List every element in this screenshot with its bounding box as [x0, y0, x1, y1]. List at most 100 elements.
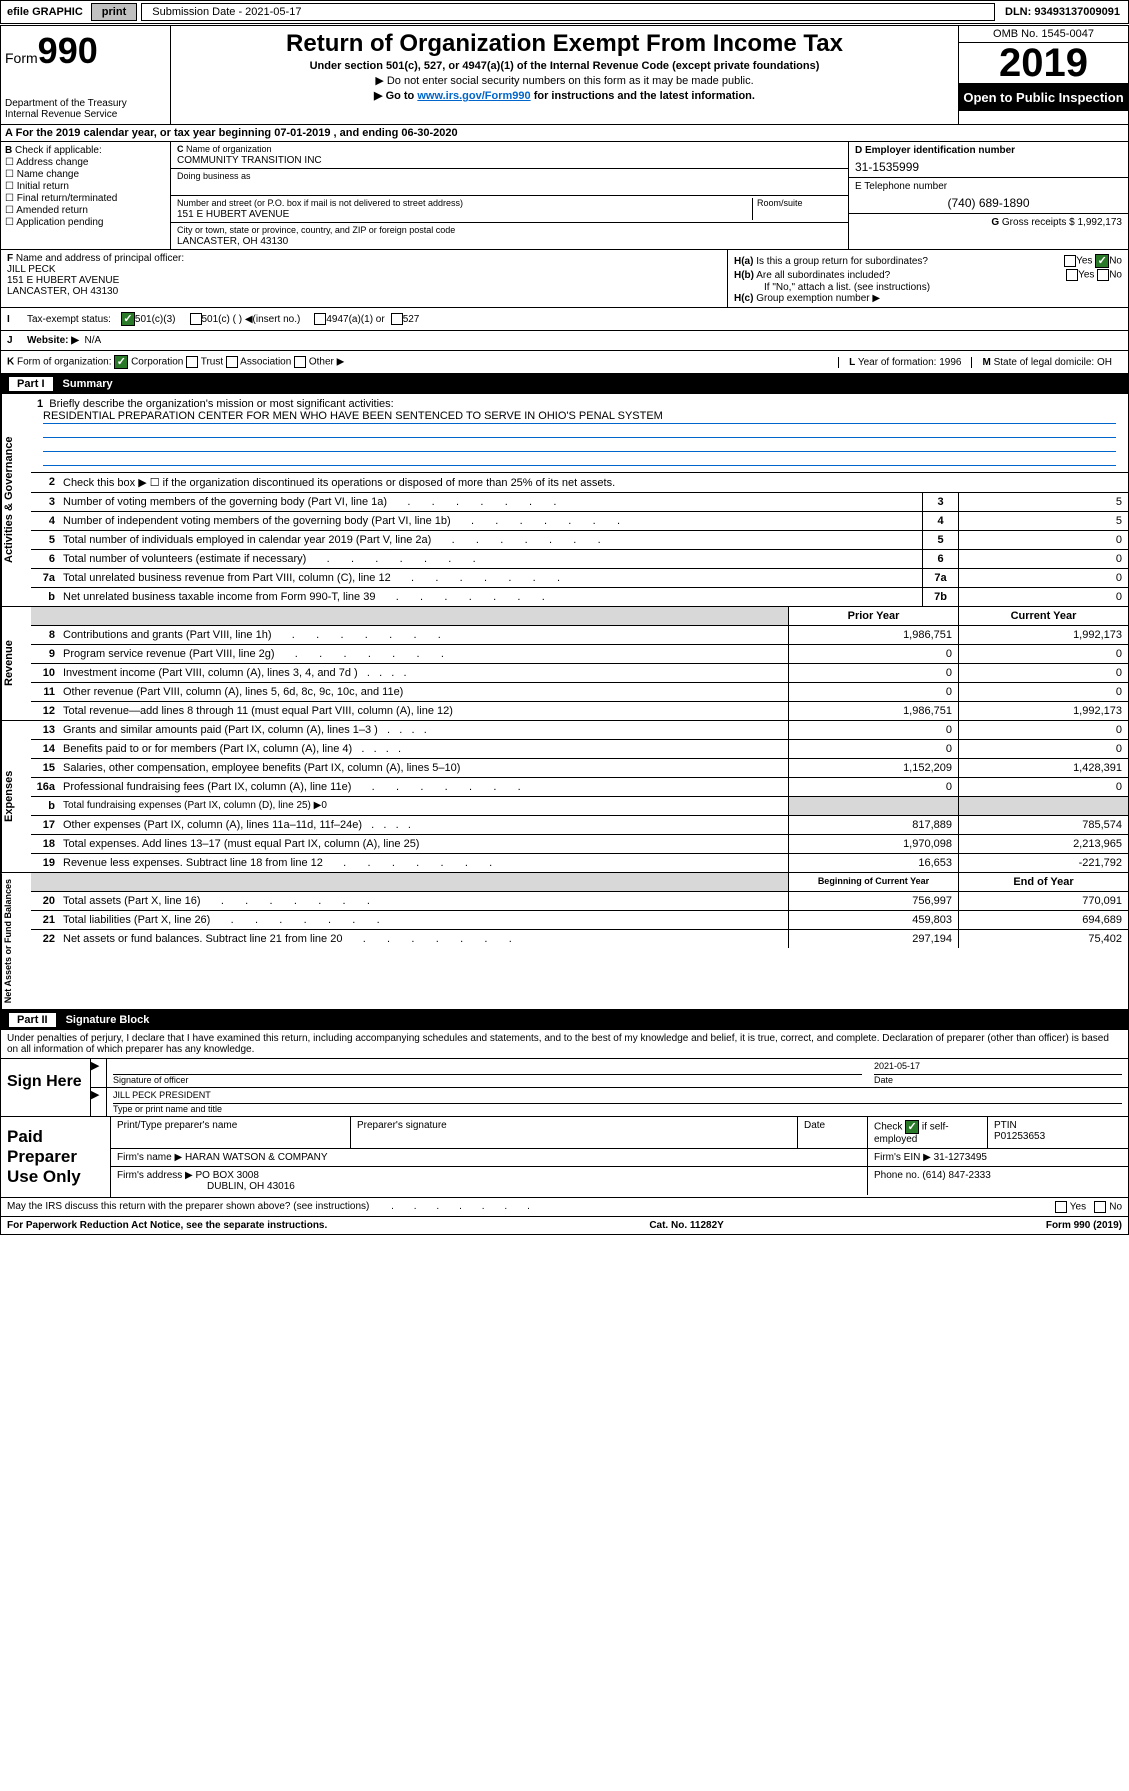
chk-assoc[interactable]: [226, 356, 238, 368]
officer-name: JILL PECK: [7, 264, 56, 275]
firm-ein: 31-1273495: [934, 1152, 987, 1163]
form-header: Form990 Department of the Treasury Inter…: [1, 26, 1128, 125]
chk-501c[interactable]: [190, 313, 202, 325]
website-value: N/A: [85, 335, 102, 346]
subtitle-1: Under section 501(c), 527, or 4947(a)(1)…: [177, 60, 952, 72]
ptin-value: P01253653: [994, 1131, 1045, 1142]
chk-other[interactable]: [294, 356, 306, 368]
line-21: 21Total liabilities (Part X, line 26)459…: [31, 910, 1128, 929]
ein-value: 31-1535999: [855, 160, 1122, 174]
line-22: 22Net assets or fund balances. Subtract …: [31, 929, 1128, 948]
vtab-expenses: Expenses: [1, 721, 31, 872]
chk-501c3[interactable]: ✓: [121, 312, 135, 326]
phone-value: (740) 689-1890: [855, 196, 1122, 210]
year-formation: 1996: [939, 357, 961, 368]
ha-yes[interactable]: [1064, 255, 1076, 267]
submission-date: Submission Date - 2021-05-17: [141, 3, 995, 21]
firm-addr1: PO BOX 3008: [196, 1170, 259, 1181]
vtab-revenue: Revenue: [1, 607, 31, 720]
line-16b: bTotal fundraising expenses (Part IX, co…: [31, 796, 1128, 815]
page-footer: For Paperwork Reduction Act Notice, see …: [1, 1217, 1128, 1234]
open-public-badge: Open to Public Inspection: [959, 84, 1128, 111]
print-button[interactable]: print: [91, 3, 137, 21]
line-11: 11Other revenue (Part VIII, column (A), …: [31, 682, 1128, 701]
line-20: 20Total assets (Part X, line 16)756,9977…: [31, 891, 1128, 910]
dln-label: DLN: 93493137009091: [997, 4, 1128, 20]
line-17: 17Other expenses (Part IX, column (A), l…: [31, 815, 1128, 834]
irs-link[interactable]: www.irs.gov/Form990: [417, 90, 530, 102]
chk-amended[interactable]: ☐ Amended return: [5, 205, 166, 216]
form-title: Return of Organization Exempt From Incom…: [177, 30, 952, 58]
paid-preparer-label: Paid Preparer Use Only: [1, 1117, 111, 1197]
penalties-statement: Under penalties of perjury, I declare th…: [1, 1030, 1128, 1059]
chk-trust[interactable]: [186, 356, 198, 368]
vtab-governance: Activities & Governance: [1, 394, 31, 606]
line-6: 6Total number of volunteers (estimate if…: [31, 549, 1128, 568]
mayirs-no[interactable]: [1094, 1201, 1106, 1213]
chk-app-pending[interactable]: ☐ Application pending: [5, 217, 166, 228]
chk-4947[interactable]: [314, 313, 326, 325]
org-address: 151 E HUBERT AVENUE: [177, 209, 289, 220]
sign-date: 2021-05-17: [874, 1061, 1122, 1075]
row-k: K Form of organization: ✓ Corporation Tr…: [1, 351, 1128, 374]
ha-no[interactable]: ✓: [1095, 254, 1109, 268]
chk-name-change[interactable]: ☐ Name change: [5, 169, 166, 180]
section-bcde: B Check if applicable: ☐ Address change …: [1, 142, 1128, 250]
header-right: OMB No. 1545-0047 2019 Open to Public In…: [958, 26, 1128, 124]
line-14: 14Benefits paid to or for members (Part …: [31, 739, 1128, 758]
row-i: I Tax-exempt status: ✓ 501(c)(3) 501(c) …: [1, 308, 1128, 331]
firm-addr2: DUBLIN, OH 43016: [207, 1181, 295, 1192]
netassets-block: Net Assets or Fund Balances Beginning of…: [1, 873, 1128, 1010]
line-13: 13Grants and similar amounts paid (Part …: [31, 721, 1128, 739]
line-18: 18Total expenses. Add lines 13–17 (must …: [31, 834, 1128, 853]
hb-yes[interactable]: [1066, 269, 1078, 281]
form-container: Form990 Department of the Treasury Inter…: [0, 25, 1129, 1235]
line-9: 9Program service revenue (Part VIII, lin…: [31, 644, 1128, 663]
line-10: 10Investment income (Part VIII, column (…: [31, 663, 1128, 682]
expenses-block: Expenses 13Grants and similar amounts pa…: [1, 721, 1128, 873]
line-3: 3Number of voting members of the governi…: [31, 492, 1128, 511]
efile-label: efile GRAPHIC: [1, 6, 89, 18]
line-2: 2 Check this box ▶ ☐ if the organization…: [31, 472, 1128, 492]
line-19: 19Revenue less expenses. Subtract line 1…: [31, 853, 1128, 872]
header-left: Form990 Department of the Treasury Inter…: [1, 26, 171, 124]
chk-address-change[interactable]: ☐ Address change: [5, 157, 166, 168]
bcey-header: Beginning of Current YearEnd of Year: [31, 873, 1128, 891]
mission-text: RESIDENTIAL PREPARATION CENTER FOR MEN W…: [43, 410, 1116, 424]
firm-phone: (614) 847-2333: [922, 1170, 990, 1181]
chk-final-return[interactable]: ☐ Final return/terminated: [5, 193, 166, 204]
form-prefix: Form: [5, 50, 38, 66]
part2-header: Part II Signature Block: [1, 1010, 1128, 1030]
section-fh: F Name and address of principal officer:…: [1, 250, 1128, 308]
revenue-block: Revenue Prior YearCurrent Year 8Contribu…: [1, 607, 1128, 721]
chk-corp[interactable]: ✓: [114, 355, 128, 369]
officer-name-title: JILL PECK PRESIDENT: [113, 1090, 1122, 1104]
section-h: H(a) Is this a group return for subordin…: [728, 250, 1128, 307]
subtitle-2: Do not enter social security numbers on …: [177, 74, 952, 87]
line-8: 8Contributions and grants (Part VIII, li…: [31, 625, 1128, 644]
chk-self-employed[interactable]: ✓: [905, 1120, 919, 1134]
header-center: Return of Organization Exempt From Incom…: [171, 26, 958, 124]
firm-name: HARAN WATSON & COMPANY: [185, 1152, 328, 1163]
state-domicile: OH: [1097, 357, 1112, 368]
form-number: 990: [38, 30, 98, 71]
org-city: LANCASTER, OH 43130: [177, 236, 288, 247]
chk-527[interactable]: [391, 313, 403, 325]
line-7b: bNet unrelated business taxable income f…: [31, 587, 1128, 606]
row-j: J Website: ▶ N/A: [1, 331, 1128, 351]
chk-initial-return[interactable]: ☐ Initial return: [5, 181, 166, 192]
gross-receipts: 1,992,173: [1078, 217, 1123, 228]
vtab-netassets: Net Assets or Fund Balances: [1, 873, 31, 1009]
top-toolbar: efile GRAPHIC print Submission Date - 20…: [0, 0, 1129, 24]
section-c: C Name of organization COMMUNITY TRANSIT…: [171, 142, 848, 249]
sig-arrow-icon: ▶: [91, 1059, 107, 1087]
paid-preparer-block: Paid Preparer Use Only Print/Type prepar…: [1, 1117, 1128, 1198]
line-7a: 7aTotal unrelated business revenue from …: [31, 568, 1128, 587]
may-irs-discuss: May the IRS discuss this return with the…: [1, 1198, 1128, 1217]
pycy-header: Prior YearCurrent Year: [31, 607, 1128, 625]
line-5: 5Total number of individuals employed in…: [31, 530, 1128, 549]
mayirs-yes[interactable]: [1055, 1201, 1067, 1213]
governance-block: Activities & Governance 1 Briefly descri…: [1, 394, 1128, 607]
section-de: D Employer identification number 31-1535…: [848, 142, 1128, 249]
hb-no[interactable]: [1097, 269, 1109, 281]
